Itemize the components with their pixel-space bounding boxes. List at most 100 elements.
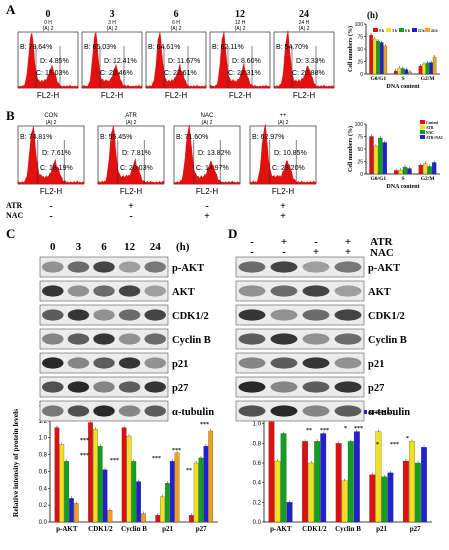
x-axis-label: FL2-H <box>293 91 315 100</box>
y-tick-label: 0.4 <box>39 486 48 492</box>
significance-mark: *** <box>390 442 399 448</box>
histogram-title: 0 H <box>44 20 52 26</box>
bar <box>335 443 342 523</box>
gate-c-label: C: 20.03% <box>120 165 153 172</box>
panel-label-c: C <box>6 226 15 241</box>
gate-d-label: D: 7.81% <box>122 150 151 157</box>
y-tick-label: 1.0 <box>253 422 262 428</box>
blot-band <box>144 309 166 321</box>
blot-band <box>93 285 115 297</box>
blot-band <box>67 405 90 417</box>
protein-label: p-AKT <box>172 263 204 274</box>
bar <box>341 480 348 523</box>
panel-label-d: D <box>228 226 237 241</box>
blot-band <box>144 381 166 393</box>
protein-label: AKT <box>368 287 391 298</box>
time-header: 3 <box>76 241 82 253</box>
bar <box>193 462 199 523</box>
bar <box>59 444 65 523</box>
chart-cell-cycle-time <box>364 23 440 75</box>
bar <box>308 462 315 523</box>
treatment-label-nac: NAC <box>370 247 394 259</box>
bar <box>274 460 281 523</box>
bar <box>198 457 204 523</box>
protein-label: α-tubulin <box>368 407 410 418</box>
bar <box>425 62 430 75</box>
gate-d-label: D: 7.61% <box>42 150 71 157</box>
bar <box>136 481 141 523</box>
bar <box>427 166 432 175</box>
y-tick-label: 75 <box>357 135 363 141</box>
bar <box>314 441 321 523</box>
bar <box>409 441 415 523</box>
blot-band <box>42 405 64 417</box>
bar <box>423 163 428 175</box>
blot-band <box>302 405 330 417</box>
bar <box>373 145 379 175</box>
blot-band <box>238 357 266 369</box>
histogram-b <box>173 124 241 185</box>
bar <box>429 62 433 75</box>
blot-strip <box>235 304 365 326</box>
gate-c-label: C: 20.46% <box>100 70 133 77</box>
blot-band <box>42 285 64 297</box>
y-tick-label: 0 <box>360 172 363 178</box>
gate-c-label: C: 20.88% <box>292 70 325 77</box>
category-label: p-AKT <box>56 525 78 533</box>
legend-label: NAC <box>426 131 434 135</box>
blot-band <box>118 381 141 393</box>
gate-b-label: B: 78.64% <box>20 44 52 51</box>
y-tick-label: 0.6 <box>253 461 262 467</box>
gate-d-label: D: 12.41% <box>104 58 137 65</box>
blot-band <box>67 309 90 321</box>
bar <box>165 483 170 523</box>
legend-swatch <box>420 135 425 139</box>
category-label: p21 <box>162 525 173 533</box>
significance-mark: *** <box>320 428 329 434</box>
treatment-sign: - <box>314 236 318 248</box>
legend-swatch <box>420 130 425 134</box>
x-axis-label: FL2-H <box>165 91 187 100</box>
time-header: 0 <box>46 9 51 20</box>
legend-label: 6 h <box>405 29 410 33</box>
legend-swatch <box>399 28 404 32</box>
bar <box>268 421 275 523</box>
blot-band <box>270 381 298 393</box>
x-axis-title: DNA content <box>386 84 419 90</box>
bar <box>422 63 426 75</box>
y-tick-label: 25 <box>357 160 363 166</box>
legend-label: ATR+NAC <box>426 136 444 140</box>
y-tick-label: 50 <box>357 147 363 153</box>
bar <box>188 515 194 523</box>
bar <box>418 65 423 75</box>
blot-strip <box>235 256 365 278</box>
bar <box>397 67 402 75</box>
bar <box>102 469 108 523</box>
histogram-a <box>81 31 143 89</box>
y-tick-label: 0.6 <box>39 469 48 475</box>
time-unit: (h) <box>176 241 190 253</box>
bar <box>401 68 405 75</box>
blot-band <box>42 261 64 273</box>
bar <box>141 513 146 523</box>
significance-mark: *** <box>152 456 161 462</box>
blot-strip <box>235 328 365 350</box>
blot-band <box>42 309 64 321</box>
legend-label: ATR <box>426 126 434 130</box>
protein-label: p-AKT <box>368 263 400 274</box>
blot-band <box>302 381 330 393</box>
y-tick-label: 0.2 <box>253 500 262 506</box>
y-tick-label: 1.2 <box>39 419 48 425</box>
histogram-a <box>273 30 335 89</box>
gate-c-label: C: 23.20% <box>272 165 305 172</box>
histogram-subtitle: (A) 2 <box>299 26 310 32</box>
bar <box>404 69 409 75</box>
histogram-subtitle: (A) 2 <box>235 26 246 32</box>
histogram-a <box>17 31 79 89</box>
protein-label: AKT <box>172 287 195 298</box>
bar <box>372 38 377 75</box>
histogram-subtitle: (A) 2 <box>107 26 118 32</box>
x-axis-title: DNA content <box>386 184 419 190</box>
bar <box>415 462 421 523</box>
